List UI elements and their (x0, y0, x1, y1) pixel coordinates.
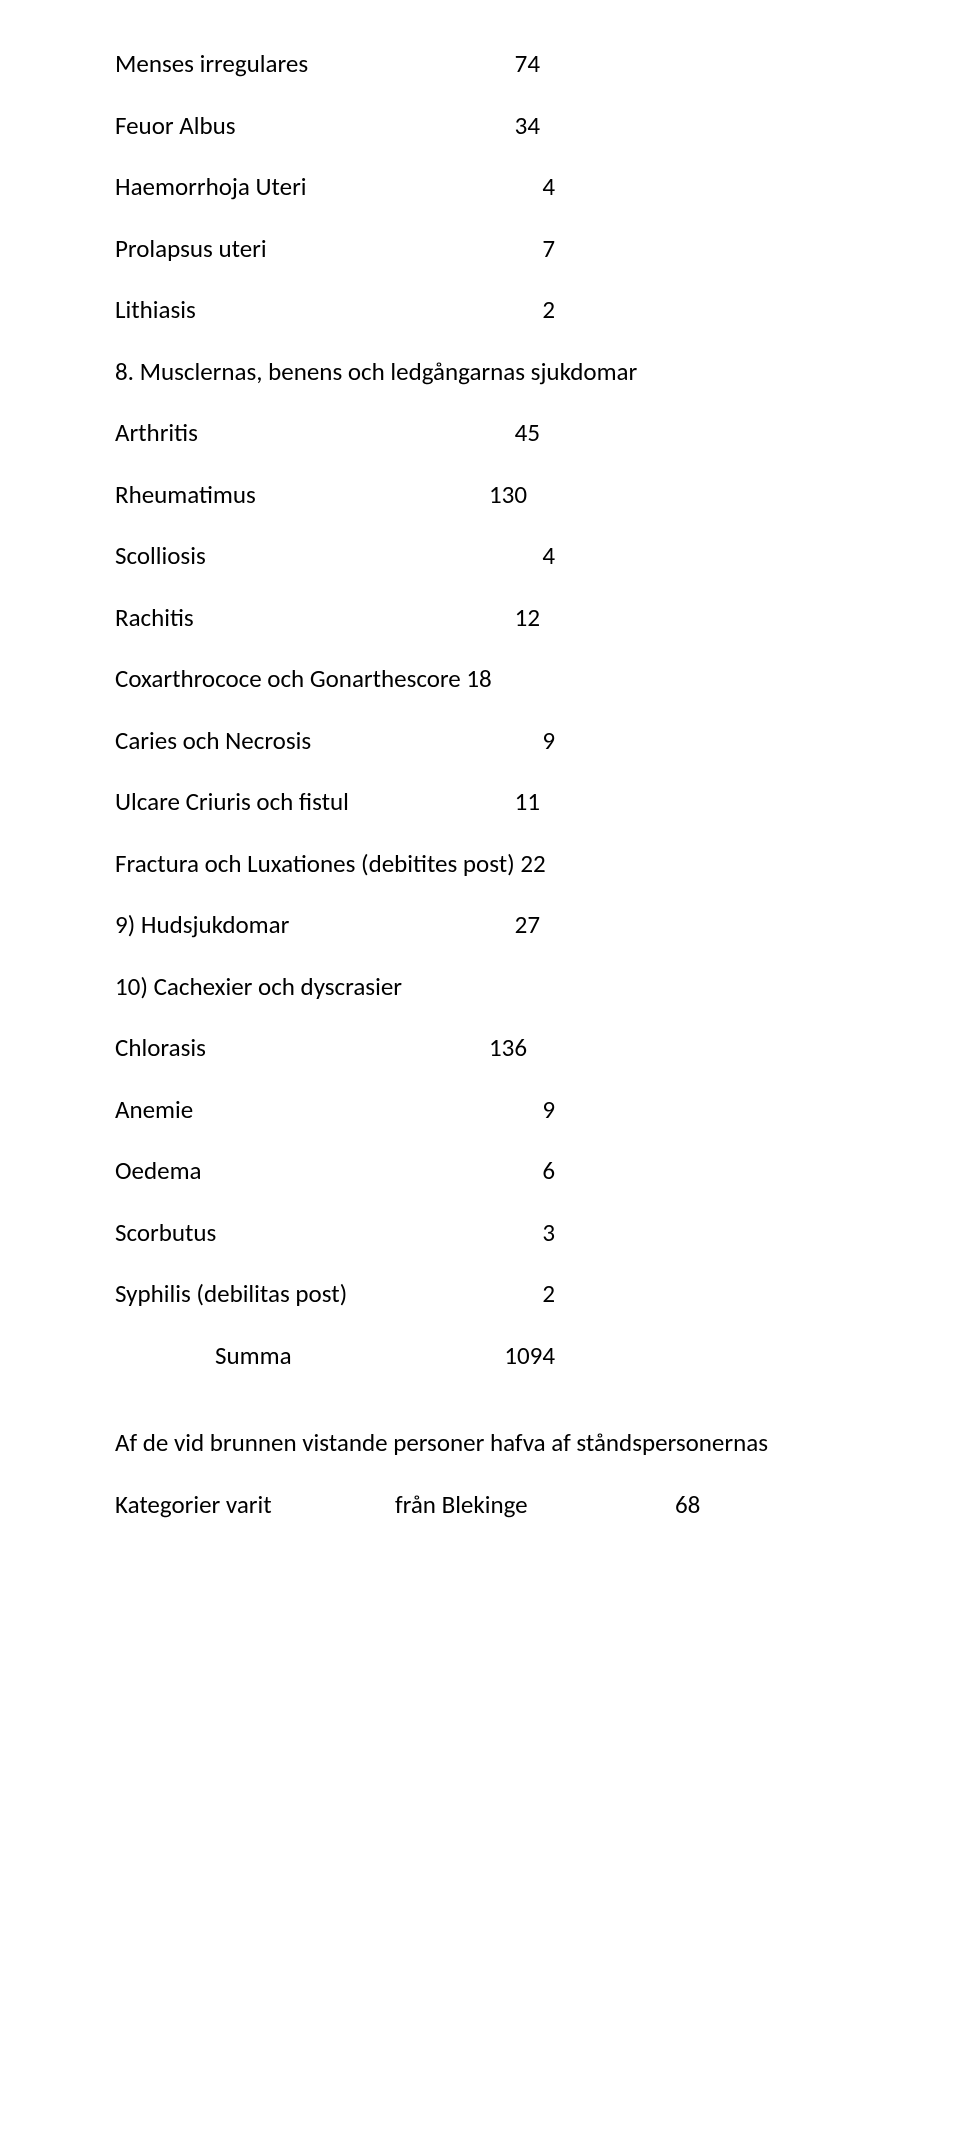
row-gap (206, 1024, 489, 1072)
data-row-10-1: Anemie 9 (115, 1086, 555, 1134)
row-value: 4 (542, 163, 555, 211)
row-value: 130 (489, 471, 527, 519)
row-value: 6 (542, 1147, 555, 1195)
data-row-10-0: Chlorasis 136 (115, 1024, 527, 1072)
row-label: Lithiasis (115, 286, 196, 334)
section-10-heading: 10) Cachexier och dyscrasier (115, 963, 960, 1011)
row-gap (289, 901, 514, 949)
row-gap (196, 286, 543, 334)
data-row-8-1: Rheumatimus 130 (115, 471, 527, 519)
row-value: 2 (542, 1270, 555, 1318)
row-label: Ulcare Criuris och fistul (115, 778, 349, 826)
row-label: Menses irregulares (115, 40, 308, 88)
row-value: 9 (542, 1086, 555, 1134)
kategorier-label: Kategorier varit (115, 1481, 395, 1529)
row-label: Coxarthrococe och Gonarthescore 18 (115, 655, 492, 703)
summa-label: Summa (115, 1332, 292, 1380)
row-value: 12 (515, 594, 540, 642)
row-value: 27 (515, 901, 540, 949)
row-gap (307, 163, 543, 211)
data-row-1-1: Feuor Albus 34 (115, 102, 540, 150)
row-label: Anemie (115, 1086, 193, 1134)
data-row-8-6: Ulcare Criuris och fistul 11 (115, 778, 540, 826)
data-row-8-7: Fractura och Luxationes (debitites post)… (115, 840, 960, 888)
row-gap (347, 1270, 542, 1318)
data-row-10-2: Oedema 6 (115, 1147, 555, 1195)
data-row-8-5: Caries och Necrosis 9 (115, 717, 555, 765)
section-8-heading: 8. Musclernas, benens och ledgångarnas s… (115, 348, 960, 396)
row-gap (198, 409, 515, 457)
row-value: 3 (542, 1209, 555, 1257)
row-gap (311, 717, 542, 765)
row-gap (267, 225, 543, 273)
row-gap (193, 1086, 542, 1134)
summa-value: 1094 (504, 1332, 555, 1380)
row-value: 7 (542, 225, 555, 273)
row-value: 136 (489, 1024, 527, 1072)
data-row-10-3: Scorbutus 3 (115, 1209, 555, 1257)
data-row-1-0: Menses irregulares 74 (115, 40, 540, 88)
row-gap (206, 532, 543, 580)
data-row-9: 9) Hudsjukdomar 27 (115, 901, 540, 949)
row-gap (202, 1147, 543, 1195)
row-label: Scorbutus (115, 1209, 216, 1257)
data-row-10-4: Syphilis (debilitas post) 2 (115, 1270, 555, 1318)
row-gap (194, 594, 515, 642)
row-label: Oedema (115, 1147, 202, 1195)
row-label: Syphilis (debilitas post) (115, 1270, 347, 1318)
row-value: 4 (542, 532, 555, 580)
row-label: Prolapsus uteri (115, 225, 267, 273)
row-label: 9) Hudsjukdomar (115, 901, 289, 949)
data-row-8-0: Arthritis 45 (115, 409, 540, 457)
kategorier-mid: från Blekinge (395, 1481, 675, 1529)
row-value: 11 (515, 778, 540, 826)
row-label: Arthritis (115, 409, 198, 457)
data-row-8-3: Rachitis 12 (115, 594, 540, 642)
row-value: 45 (515, 409, 540, 457)
row-label: Fractura och Luxationes (debitites post)… (115, 840, 546, 888)
kategorier-value: 68 (675, 1481, 700, 1529)
data-row-1-2: Haemorrhoja Uteri 4 (115, 163, 555, 211)
row-gap (256, 471, 489, 519)
row-label: Caries och Necrosis (115, 717, 311, 765)
row-label: Rachitis (115, 594, 194, 642)
row-label: Rheumatimus (115, 471, 256, 519)
row-gap (216, 1209, 542, 1257)
row-gap (236, 102, 515, 150)
row-label: Scolliosis (115, 532, 206, 580)
row-value: 2 (542, 286, 555, 334)
data-row-8-2: Scolliosis 4 (115, 532, 555, 580)
data-row-1-3: Prolapsus uteri 7 (115, 225, 555, 273)
summa-row: Summa 1094 (115, 1332, 555, 1380)
data-row-8-4: Coxarthrococe och Gonarthescore 18 (115, 655, 960, 703)
row-label: Haemorrhoja Uteri (115, 163, 307, 211)
row-gap (308, 40, 515, 88)
row-label: Chlorasis (115, 1024, 206, 1072)
row-value: 34 (515, 102, 540, 150)
paragraph-text: Af de vid brunnen vistande personer hafv… (115, 1419, 960, 1467)
row-value: 9 (542, 717, 555, 765)
row-label: Feuor Albus (115, 102, 236, 150)
row-value: 74 (515, 40, 540, 88)
kategorier-row: Kategorier varitfrån Blekinge68 (115, 1481, 960, 1529)
data-row-1-4: Lithiasis 2 (115, 286, 555, 334)
row-gap (349, 778, 515, 826)
